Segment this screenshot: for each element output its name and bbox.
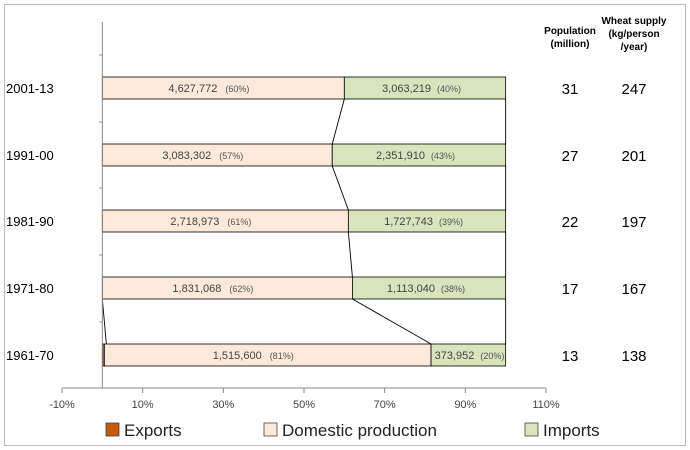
imports-value-label: 3,063,219 [382,83,431,95]
population-value: 27 [562,148,579,165]
wheat-supply-value: 201 [621,148,646,165]
bar-imports [351,276,507,300]
domestic-percent-label: (57%) [219,151,243,161]
population-value: 31 [562,81,579,98]
category-label: 1971-80 [6,281,54,296]
imports-percent-label: (39%) [439,217,463,227]
bar-domestic-production [101,209,349,233]
wheat-supply-header-line: /year) [621,42,648,53]
domestic-percent-label: (81%) [270,351,294,361]
domestic-value-label: 2,718,973 [170,216,219,228]
population-header: Population (million) [544,26,596,50]
connector-line [101,298,107,345]
bar-imports [343,76,507,100]
legend-label: Domestic production [282,421,437,440]
domestic-value-label: 4,627,772 [168,83,217,95]
domestic-percent-label: (61%) [227,217,251,227]
x-tick-label: 30% [212,399,234,411]
population-value: 22 [562,214,579,231]
legend-swatch [263,422,278,437]
wheat-supply-value: 138 [621,348,646,365]
bar-domestic-production [101,76,345,100]
category-label: 1961-70 [6,348,54,363]
population-header-line: Population [544,26,596,37]
chart-frame [4,4,686,446]
wheat-supply-header: Wheat supply (kg/person/year) [601,16,666,53]
connector-lines [101,98,507,345]
imports-percent-label: (40%) [437,84,461,94]
wheat-supply-header-line: (kg/person [608,29,659,40]
population-header-line: (million) [551,39,590,50]
population-value: 13 [562,348,579,365]
imports-percent-label: (38%) [441,284,465,294]
legend-imports: Imports [524,421,600,440]
legend: Exports Domestic production Imports [105,421,600,440]
wheat-supply-value: 167 [621,281,646,298]
domestic-value-label: 1,515,600 [213,350,262,362]
bar-imports [430,343,507,367]
imports-value-label: 1,113,040 [387,283,435,295]
bar-imports [347,209,507,233]
imports-percent-label: (43%) [431,151,455,161]
x-tick-label: 90% [454,399,476,411]
domestic-value-label: 1,831,068 [172,283,221,295]
side-table: Population (million) Wheat supply (kg/pers… [544,16,667,365]
connector-line [331,165,349,211]
category-label: 2001-13 [6,81,54,96]
bars [101,76,507,367]
imports-value-label: 2,351,910 [376,150,425,162]
legend-label: Imports [543,421,600,440]
wheat-supply-header-line: Wheat supply [601,16,666,27]
imports-value-label: 373,952 [435,350,475,362]
domestic-percent-label: (62%) [229,284,253,294]
connector-line [347,231,353,278]
legend-label: Exports [124,421,182,440]
legend-swatch [105,422,120,437]
bar-domestic-production [103,343,432,367]
x-axis: -10% 10% 30% 50% 70% 90% 110% [49,22,560,411]
category-label: 1981-90 [6,214,54,229]
category-label: 1991-00 [6,148,54,163]
wheat-supply-value: 197 [621,214,646,231]
wheat-supply-value: 247 [621,81,646,98]
x-tick-label: 110% [532,399,560,411]
population-value: 17 [562,281,579,298]
legend-swatch [524,422,539,437]
x-tick-label: 10% [132,399,154,411]
bar-imports [331,143,507,167]
bar-domestic-production [101,143,333,167]
legend-exports: Exports [105,421,182,440]
imports-value-label: 1,727,743 [384,216,433,228]
x-tick-label: 50% [293,399,315,411]
x-tick-label: -10% [49,399,75,411]
category-labels: 2001-13 1991-00 1981-90 1971-80 1961-70 [6,81,54,363]
connector-line [352,298,432,345]
bar-domestic-production [101,276,353,300]
domestic-value-label: 3,083,302 [162,150,211,162]
x-tick-label: 70% [374,399,396,411]
legend-domestic-production: Domestic production [263,421,437,440]
imports-percent-label: (20%) [480,351,504,361]
domestic-percent-label: (60%) [225,84,249,94]
connector-line [331,98,345,145]
bar-labels: 4,627,772 (60%) 3,063,219 (40%) 3,083,302 (57… [162,83,504,362]
